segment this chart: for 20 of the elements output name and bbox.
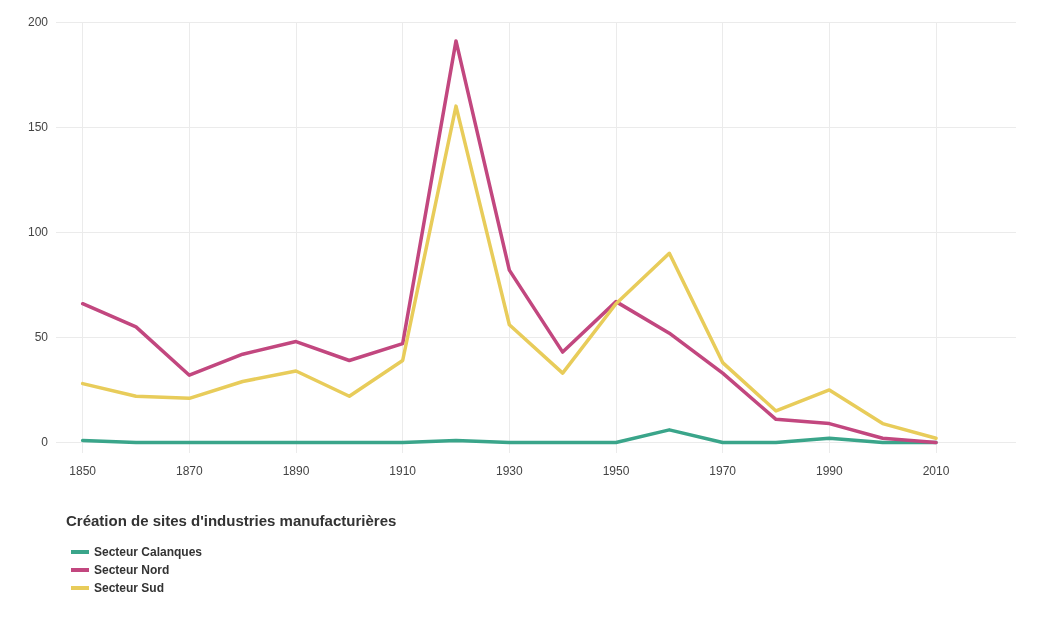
x-tick-label: 1890 <box>282 464 310 478</box>
x-tick-label: 1990 <box>815 464 843 478</box>
y-tick-label: 100 <box>27 225 49 240</box>
legend-title: Création de sites d'industries manufacturières <box>66 512 397 529</box>
line-series <box>80 104 938 441</box>
y-tick-label: 200 <box>27 15 49 29</box>
legend-label: Secteur Nord <box>94 563 170 577</box>
legend-label: Secteur Sud <box>94 581 165 595</box>
line-series <box>80 39 938 445</box>
x-tick-label: 1950 <box>602 464 630 478</box>
x-tick-label: 2010 <box>922 464 950 478</box>
y-tick-label: 50 <box>34 330 49 345</box>
y-tick-label: 150 <box>27 120 49 135</box>
x-tick-label: 1930 <box>495 464 523 478</box>
x-tick-label: 1970 <box>709 464 737 478</box>
y-tick-label: 0 <box>41 435 49 450</box>
x-tick-label: 1910 <box>389 464 417 478</box>
legend-label: Secteur Calanques <box>94 545 203 559</box>
x-tick-label: 1870 <box>175 464 203 478</box>
x-tick-label: 1850 <box>69 464 97 478</box>
